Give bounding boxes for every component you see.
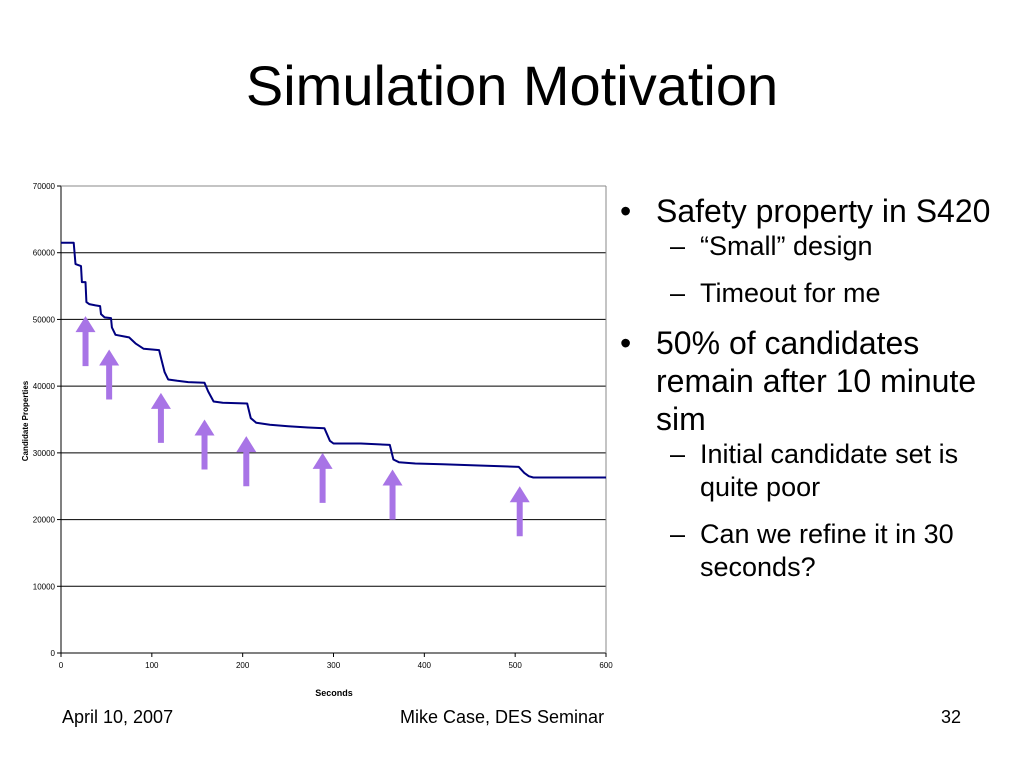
up-arrow-head: [75, 316, 96, 333]
bullet-text: Safety property in S420: [656, 193, 991, 229]
x-axis-label: Seconds: [315, 688, 353, 698]
y-tick-label: 20000: [33, 516, 56, 525]
x-tick-label: 0: [59, 661, 64, 670]
up-arrow: [382, 469, 403, 520]
up-arrow: [75, 316, 96, 367]
y-tick-label: 40000: [33, 382, 56, 391]
up-arrow-head: [236, 436, 257, 453]
up-arrow: [312, 452, 333, 503]
bullet-list: • Safety property in S420 – “Small” desi…: [612, 192, 1012, 598]
x-tick-label: 500: [508, 661, 522, 670]
sub-bullet-marker: –: [670, 519, 686, 549]
footer-date: April 10, 2007: [62, 707, 174, 727]
up-arrow: [194, 419, 215, 470]
x-tick-label: 200: [236, 661, 250, 670]
bullet-item: • Safety property in S420 – “Small” desi…: [612, 192, 1012, 310]
up-arrow-head: [150, 392, 171, 409]
y-tick-label: 70000: [33, 182, 56, 191]
sub-bullet-text: Initial candidate set is quite poor: [700, 439, 959, 502]
up-arrow-head: [312, 452, 333, 469]
up-arrow: [150, 392, 171, 443]
up-arrow: [99, 349, 120, 400]
sub-bullet-text: “Small” design: [700, 231, 873, 261]
sub-bullet-marker: –: [670, 439, 686, 469]
up-arrow-head: [382, 469, 403, 486]
up-arrow-head: [509, 486, 530, 503]
sub-bullet-item: – Initial candidate set is quite poor: [612, 438, 1012, 504]
bullet-text: 50% of candidates remain after 10 minute…: [656, 325, 977, 437]
slide-title: Simulation Motivation: [245, 54, 779, 117]
sub-bullet-text: Can we refine it in 30 seconds?: [700, 519, 954, 582]
y-axis-label: Candidate Properties: [21, 380, 30, 461]
up-arrow-head: [194, 419, 215, 436]
y-tick-label: 0: [51, 649, 56, 658]
y-tick-label: 60000: [33, 249, 56, 258]
bullet-marker: •: [620, 193, 632, 229]
chart-axes: [57, 185, 607, 657]
y-tick-label: 50000: [33, 315, 56, 324]
chart-tick-labels: 0 10000 20000 30000 40000 50000 60000 70000 0 100…: [33, 182, 613, 670]
footer-presenter: Mike Case, DES Seminar: [400, 707, 605, 727]
y-tick-label: 10000: [33, 582, 56, 591]
candidate-properties-chart: 0 10000 20000 30000 40000 50000 60000 70000 0 100…: [21, 182, 613, 698]
sub-bullet-item: – Timeout for me: [612, 277, 1012, 310]
sub-bullet-marker: –: [670, 278, 686, 308]
sub-bullet-marker: –: [670, 231, 686, 261]
x-tick-label: 300: [327, 661, 341, 670]
chart-series: [61, 241, 606, 479]
bullet-item: • 50% of candidates remain after 10 minu…: [612, 324, 1012, 584]
series-line: [61, 241, 606, 479]
up-arrow: [236, 436, 257, 487]
x-tick-label: 100: [145, 661, 159, 670]
slide-number: 32: [941, 707, 962, 727]
x-tick-label: 400: [418, 661, 432, 670]
up-arrow-head: [99, 349, 120, 366]
up-arrow: [509, 486, 530, 537]
sub-bullet-item: – “Small” design: [612, 230, 1012, 263]
y-tick-label: 30000: [33, 449, 56, 458]
sub-bullet-text: Timeout for me: [700, 278, 881, 308]
x-tick-label: 600: [599, 661, 613, 670]
chart-gridlines: [61, 185, 606, 587]
chart-arrows: [75, 316, 530, 537]
sub-bullet-item: – Can we refine it in 30 seconds?: [612, 518, 1012, 584]
bullet-marker: •: [620, 325, 632, 361]
